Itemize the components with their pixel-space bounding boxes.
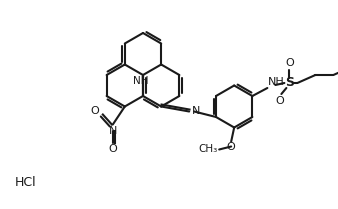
Text: NH: NH xyxy=(133,76,149,86)
Text: N: N xyxy=(192,107,200,116)
Text: S: S xyxy=(285,76,294,89)
Text: O: O xyxy=(227,143,236,153)
Text: CH₃: CH₃ xyxy=(198,144,217,154)
Text: NH: NH xyxy=(268,77,285,87)
Text: O: O xyxy=(108,144,117,154)
Text: HCl: HCl xyxy=(15,176,37,189)
Text: O: O xyxy=(275,96,284,106)
Text: O: O xyxy=(90,106,99,116)
Text: N: N xyxy=(108,125,117,135)
Text: O: O xyxy=(285,58,294,68)
